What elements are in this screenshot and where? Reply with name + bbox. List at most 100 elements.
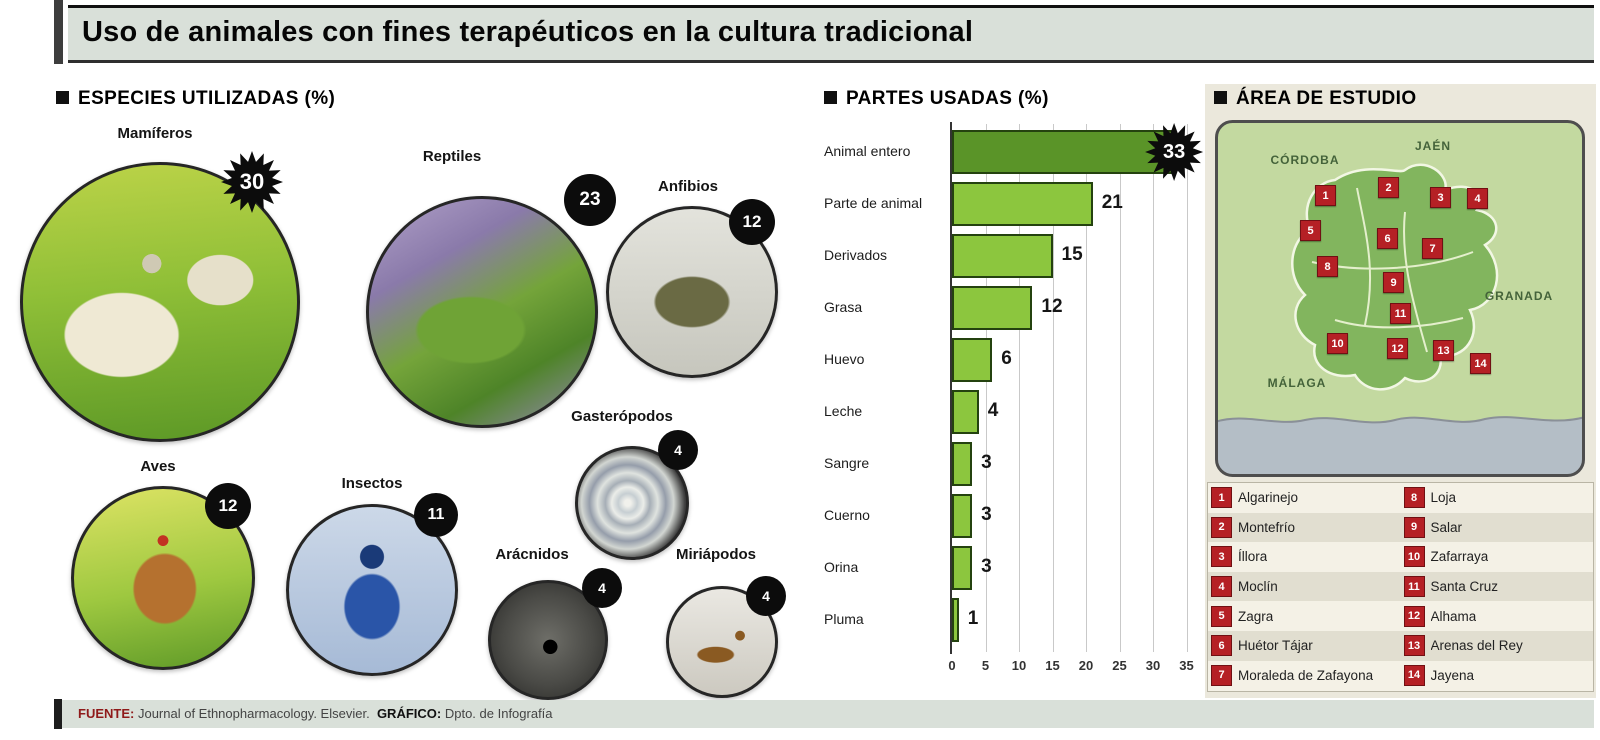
chart-gridline (1019, 124, 1020, 652)
chart-gridline (1086, 124, 1087, 652)
species-label-anfibios: Anfibios (658, 178, 718, 195)
legend-place-name: Huétor Tájar (1238, 638, 1313, 654)
species-photo-aracnidos (488, 580, 608, 700)
bar-leche (952, 390, 979, 434)
legend-row: 1 Algarinejo 8 Loja (1208, 483, 1593, 513)
bar-pluma (952, 598, 959, 642)
bar-label-animal-entero: Animal entero (824, 143, 911, 159)
bar-label-derivados: Derivados (824, 247, 888, 263)
legend-number-badge: 12 (1403, 605, 1425, 627)
chart-gridline (1153, 124, 1154, 652)
map-marker-13: 13 (1433, 340, 1454, 361)
bar-value-parte-de-animal: 21 (1101, 192, 1123, 213)
map-province-label-jaen: JAÉN (1414, 139, 1452, 153)
source-label: FUENTE: (78, 706, 135, 721)
map-marker-8: 8 (1317, 256, 1338, 277)
legend-item-alhama: 12 Alhama (1401, 601, 1594, 631)
legend-number-badge: 6 (1211, 635, 1232, 657)
legend-item-santa-cruz: 11 Santa Cruz (1401, 572, 1594, 602)
legend-item-jayena: 14 Jayena (1401, 661, 1594, 691)
map-marker-1: 1 (1315, 185, 1336, 206)
map-section-header: ÁREA DE ESTUDIO (1214, 88, 1417, 110)
title-accent-bar (54, 0, 63, 64)
chart-axis-tick: 30 (1145, 658, 1161, 673)
chart-gridline (1119, 124, 1121, 652)
legend-item-illora: 3 Íllora (1208, 542, 1401, 572)
bar-value-sangre: 3 (981, 452, 992, 473)
page-title: Uso de animales con fines terapéuticos e… (82, 16, 974, 48)
legend-number-badge: 2 (1211, 516, 1232, 538)
bar-value-starburst-animal-entero: 33 (1145, 123, 1204, 181)
bar-label-orina: Orina (824, 559, 859, 575)
square-bullet-icon (1214, 91, 1227, 104)
map-sea (1216, 415, 1584, 476)
map-marker-7: 7 (1422, 238, 1443, 259)
legend-row: 6 Huétor Tájar 13 Arenas del Rey (1208, 630, 1593, 661)
legend-place-name: Zagra (1238, 608, 1274, 624)
bar-label-sangre: Sangre (824, 455, 870, 471)
legend-number-badge: 4 (1211, 576, 1232, 598)
legend-place-name: Zafarraya (1430, 549, 1489, 565)
bar-parte-de-animal (952, 182, 1093, 226)
bar-value-pluma: 1 (967, 608, 979, 629)
species-label-aracnidos: Arácnidos (495, 546, 569, 563)
legend-number-badge: 1 (1211, 487, 1232, 509)
chart-axis-tick: 20 (1078, 658, 1094, 673)
legend-place-name: Loja (1430, 490, 1457, 506)
chart-gridline (1052, 124, 1054, 652)
credit-label: GRÁFICO: (376, 706, 442, 721)
bar-orina (952, 546, 973, 590)
legend-number-badge: 5 (1211, 605, 1232, 627)
bar-value-leche: 4 (987, 400, 999, 421)
legend-number-badge: 3 (1211, 546, 1232, 568)
species-label-reptiles: Reptiles (422, 148, 482, 165)
species-label-insectos: Insectos (341, 475, 403, 492)
legend-place-name: Santa Cruz (1430, 579, 1499, 595)
species-value-badge-insectos: 11 (414, 493, 458, 537)
chart-axis-tick: 35 (1179, 658, 1194, 673)
bar-label-parte-de-animal: Parte de animal (824, 195, 923, 211)
legend-number-badge: 10 (1403, 546, 1425, 568)
legend-item-loja: 8 Loja (1401, 483, 1594, 513)
bar-huevo (952, 338, 993, 382)
bar-grasa (952, 286, 1033, 330)
bar-value-derivados: 15 (1061, 244, 1083, 265)
bar-animal-entero (952, 130, 1174, 174)
legend-number-badge: 8 (1403, 487, 1425, 509)
bar-label-leche: Leche (824, 403, 863, 419)
bar-label-pluma: Pluma (824, 611, 864, 627)
legend-row: 3 Íllora 10 Zafarraya (1208, 542, 1593, 572)
legend-place-name: Moraleda de Zafayona (1238, 667, 1374, 683)
legend-number-badge: 9 (1403, 516, 1425, 538)
square-bullet-icon (56, 91, 69, 104)
credit-text: Dpto. de Infografía (444, 706, 553, 721)
legend-item-moraleda-de-zafayona: 7 Moraleda de Zafayona (1208, 661, 1401, 691)
footer-credits: FUENTE: Journal of Ethnopharmacology. El… (62, 700, 1594, 728)
bar-derivados (952, 234, 1053, 278)
chart-axis-tick: 15 (1045, 658, 1060, 673)
species-label-aves: Aves (140, 458, 176, 475)
bar-value-cuerno: 3 (981, 504, 992, 525)
legend-item-zafarraya: 10 Zafarraya (1401, 542, 1594, 572)
legend-number-badge: 13 (1403, 635, 1425, 657)
species-photo-reptiles (366, 196, 598, 428)
map-province-label-granada: GRANADA (1484, 289, 1554, 303)
map-legend: 1 Algarinejo 8 Loja 2 Montefrío 9 Salar 3 Íllora 1… (1207, 482, 1594, 692)
map-marker-4: 4 (1467, 188, 1488, 209)
species-value-badge-reptiles: 23 (564, 174, 616, 226)
species-chart: Mamíferos 30 Reptiles 23 Anfibios 12 Aves 12 Ins… (20, 125, 786, 700)
chart-axis-tick: 10 (1011, 658, 1027, 673)
legend-item-zagra: 5 Zagra (1208, 601, 1401, 631)
parts-bar-chart: 0 5 10 15 20 25 30 35 Animal entero 33 Parte de an… (822, 118, 1204, 696)
legend-number-badge: 14 (1403, 664, 1425, 686)
species-value-badge-aracnidos: 4 (582, 568, 622, 608)
legend-place-name: Salar (1430, 519, 1463, 535)
legend-place-name: Montefrío (1238, 519, 1296, 535)
legend-item-huetor-tajar: 6 Huétor Tájar (1208, 631, 1401, 661)
legend-number-badge: 11 (1403, 576, 1425, 598)
map-marker-14: 14 (1470, 353, 1491, 374)
map-province-label-cordoba: CÓRDOBA (1270, 153, 1340, 167)
map-province-label-malaga: MÁLAGA (1267, 376, 1327, 390)
map-base (1215, 120, 1585, 477)
footer-accent-bar (54, 699, 62, 729)
